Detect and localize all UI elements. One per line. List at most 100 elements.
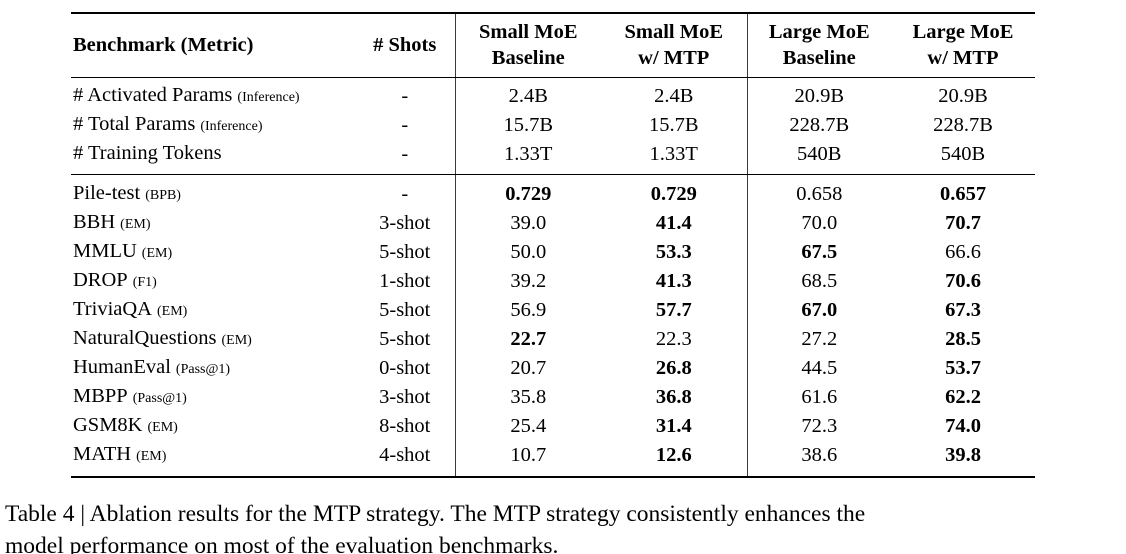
benchmark-cell: HumanEval (Pass@1) xyxy=(71,354,355,383)
benchmark-cell: MBPP (Pass@1) xyxy=(71,383,355,412)
value-cell: 12.6 xyxy=(601,441,748,477)
benchmark-name: MMLU xyxy=(73,240,137,262)
shots-cell: 5-shot xyxy=(355,296,456,325)
shots-cell: 5-shot xyxy=(355,238,456,267)
shots-cell: 4-shot xyxy=(355,441,456,477)
value-cell: 39.8 xyxy=(945,444,981,466)
metric-label: (EM) xyxy=(147,420,178,435)
value-cell: 72.3 xyxy=(801,415,838,437)
metric-label: (BPB) xyxy=(145,188,181,203)
benchmark-name: Pile-test xyxy=(73,182,141,204)
value-cell: 53.7 xyxy=(945,357,981,379)
benchmark-cell: # Training Tokens xyxy=(71,140,355,175)
metric-label: (EM) xyxy=(156,304,188,319)
table-row: # Training Tokens - 1.33T 1.33T 540B 540… xyxy=(71,140,1035,175)
benchmark-name: MATH xyxy=(73,443,132,465)
benchmark-name: # Total Params xyxy=(73,113,196,135)
benchmark-name: NaturalQuestions xyxy=(73,327,217,349)
shots-cell: 5-shot xyxy=(355,325,456,354)
value-cell: 0.729 xyxy=(601,174,748,209)
value-cell: 67.3 xyxy=(945,299,981,321)
header-small-moe-baseline: Small MoE Baseline xyxy=(455,13,601,78)
value-cell: 0.657 xyxy=(939,183,987,205)
value-cell: 38.6 xyxy=(801,444,838,466)
shots-cell: 0-shot xyxy=(355,354,456,383)
value-cell: 41.4 xyxy=(601,209,748,238)
table-row: Pile-test (BPB) - 0.729 0.729 0.658 0.657 xyxy=(71,174,1035,210)
value-cell: 25.4 xyxy=(510,415,547,437)
value-cell: 20.7 xyxy=(510,357,547,379)
benchmark-cell: DROP (F1) xyxy=(71,267,355,296)
header-line: w/ MTP xyxy=(638,47,710,69)
shots-cell: - xyxy=(355,77,456,111)
value-cell: 66.6 xyxy=(945,241,981,263)
value-cell: 70.0 xyxy=(801,212,838,234)
metric-label: (Inference) xyxy=(237,90,300,105)
value-cell: 15.7B xyxy=(503,114,554,136)
table-row: MBPP (Pass@1) 3-shot 35.8 36.8 61.6 62.2 xyxy=(71,383,1035,412)
header-line: Baseline xyxy=(782,47,856,69)
header-large-moe-mtp: Large MoE w/ MTP xyxy=(891,13,1035,78)
value-cell: 2.4B xyxy=(601,77,748,111)
value-cell: 44.5 xyxy=(801,357,838,379)
value-cell: 1.33T xyxy=(601,140,748,175)
metric-label: (EM) xyxy=(120,217,151,232)
caption-line: model performance on most of the evaluat… xyxy=(5,533,559,554)
benchmark-cell: TriviaQA (EM) xyxy=(71,296,355,325)
shots-cell: 8-shot xyxy=(355,412,456,441)
table-row: BBH (EM) 3-shot 39.0 41.4 70.0 70.7 xyxy=(71,209,1035,238)
value-cell: 74.0 xyxy=(945,415,981,437)
benchmark-name: MBPP xyxy=(73,385,128,407)
table-row: # Total Params (Inference) - 15.7B 15.7B … xyxy=(71,111,1035,140)
table-row: # Activated Params (Inference) - 2.4B 2.4… xyxy=(71,77,1035,112)
value-cell: 1.33T xyxy=(455,140,601,175)
value-cell: 22.7 xyxy=(510,328,547,350)
metric-label: (EM) xyxy=(136,449,167,464)
value-cell: 20.9B xyxy=(794,85,845,107)
value-cell: 228.7B xyxy=(933,114,993,136)
benchmark-cell: MATH (EM) xyxy=(71,441,355,477)
metric-label: (EM) xyxy=(141,246,173,261)
value-cell: 26.8 xyxy=(601,354,748,383)
benchmark-cell: MMLU (EM) xyxy=(71,238,355,267)
header-line: Small MoE xyxy=(478,21,578,43)
caption-line: Table 4 | Ablation results for the MTP s… xyxy=(5,501,866,527)
shots-cell: 3-shot xyxy=(355,383,456,412)
shots-cell: - xyxy=(355,174,456,209)
benchmark-cell: # Activated Params (Inference) xyxy=(71,78,355,112)
benchmark-name: HumanEval xyxy=(73,356,171,378)
header-benchmark: Benchmark (Metric) xyxy=(71,13,355,78)
header-large-moe-baseline: Large MoE Baseline xyxy=(747,13,891,78)
header-line: Large MoE xyxy=(912,21,1014,43)
benchmark-name: # Activated Params xyxy=(73,84,233,106)
value-cell: 56.9 xyxy=(510,299,547,321)
value-cell: 39.2 xyxy=(510,270,547,292)
value-cell: 31.4 xyxy=(601,412,748,441)
ablation-table: Benchmark (Metric) # Shots Small MoE Bas… xyxy=(71,12,1035,478)
value-cell: 53.3 xyxy=(601,238,748,267)
value-cell: 540B xyxy=(747,140,891,175)
benchmark-cell: BBH (EM) xyxy=(71,209,355,238)
benchmarks-section: Pile-test (BPB) - 0.729 0.729 0.658 0.657… xyxy=(71,174,1035,477)
value-cell: 35.8 xyxy=(510,386,547,408)
table-row: TriviaQA (EM) 5-shot 56.9 57.7 67.0 67.3 xyxy=(71,296,1035,325)
table-row: DROP (F1) 1-shot 39.2 41.3 68.5 70.6 xyxy=(71,267,1035,296)
benchmark-name: BBH xyxy=(73,211,116,233)
benchmark-cell: Pile-test (BPB) xyxy=(71,175,355,210)
value-cell: 540B xyxy=(891,140,1035,175)
shots-cell: - xyxy=(355,111,456,140)
table-row: NaturalQuestions (EM) 5-shot 22.7 22.3 27… xyxy=(71,325,1035,354)
header-line: Small MoE xyxy=(624,21,724,43)
shots-cell: 3-shot xyxy=(355,209,456,238)
paper-page: Benchmark (Metric) # Shots Small MoE Bas… xyxy=(0,12,1126,554)
value-cell: 57.7 xyxy=(601,296,748,325)
benchmark-cell: GSM8K (EM) xyxy=(71,412,355,441)
value-cell: 15.7B xyxy=(601,111,748,140)
value-cell: 0.729 xyxy=(505,183,552,205)
value-cell: 0.658 xyxy=(796,183,843,205)
benchmark-name: # Training Tokens xyxy=(73,142,222,164)
metric-label: (F1) xyxy=(132,275,157,290)
header-row: Benchmark (Metric) # Shots Small MoE Bas… xyxy=(71,13,1035,78)
table-row: MMLU (EM) 5-shot 50.0 53.3 67.5 66.6 xyxy=(71,238,1035,267)
benchmark-name: DROP xyxy=(73,269,128,291)
